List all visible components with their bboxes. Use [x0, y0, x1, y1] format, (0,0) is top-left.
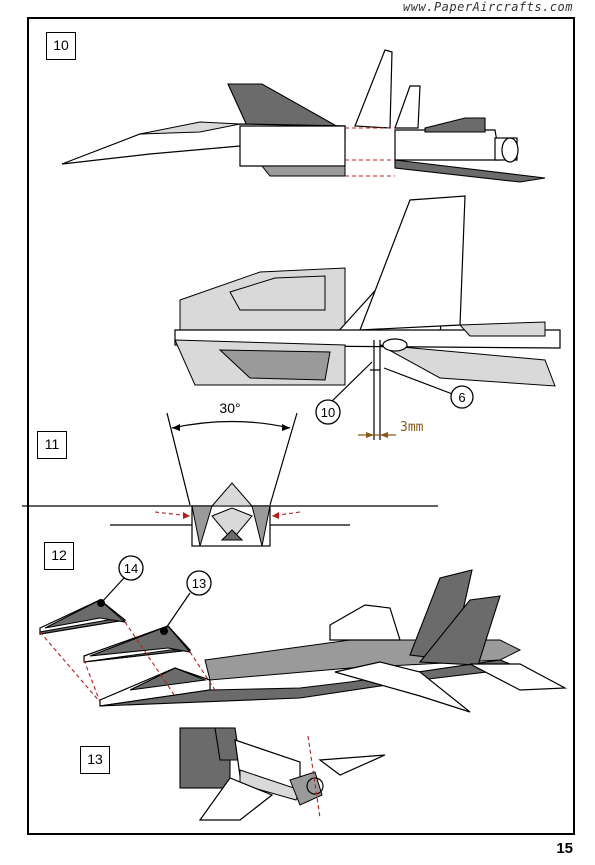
step-10-aircraft-top	[61, 49, 546, 183]
step-12-label: 12	[44, 542, 74, 570]
callout-14: 14	[124, 561, 138, 576]
callout-10: 10	[321, 405, 335, 420]
callout-6: 6	[458, 390, 465, 405]
callout-13: 13	[192, 576, 206, 591]
step-10-label: 10	[46, 32, 76, 60]
step-13-label: 13	[80, 746, 110, 774]
step-13-tail-detail	[179, 727, 386, 821]
angle-label: 30°	[219, 400, 240, 416]
dimension-3mm: 3mm	[400, 420, 424, 435]
step-11-label: 11	[37, 431, 67, 459]
step-12-assembly: 14 13	[39, 555, 568, 713]
step-11-front-view: 30°	[22, 400, 438, 547]
site-url: www.PaperAircrafts.com	[403, 0, 573, 14]
page-number: 15	[556, 840, 573, 857]
page-frame	[27, 17, 575, 835]
step-10-detail: 10 6 3mm	[174, 195, 561, 440]
